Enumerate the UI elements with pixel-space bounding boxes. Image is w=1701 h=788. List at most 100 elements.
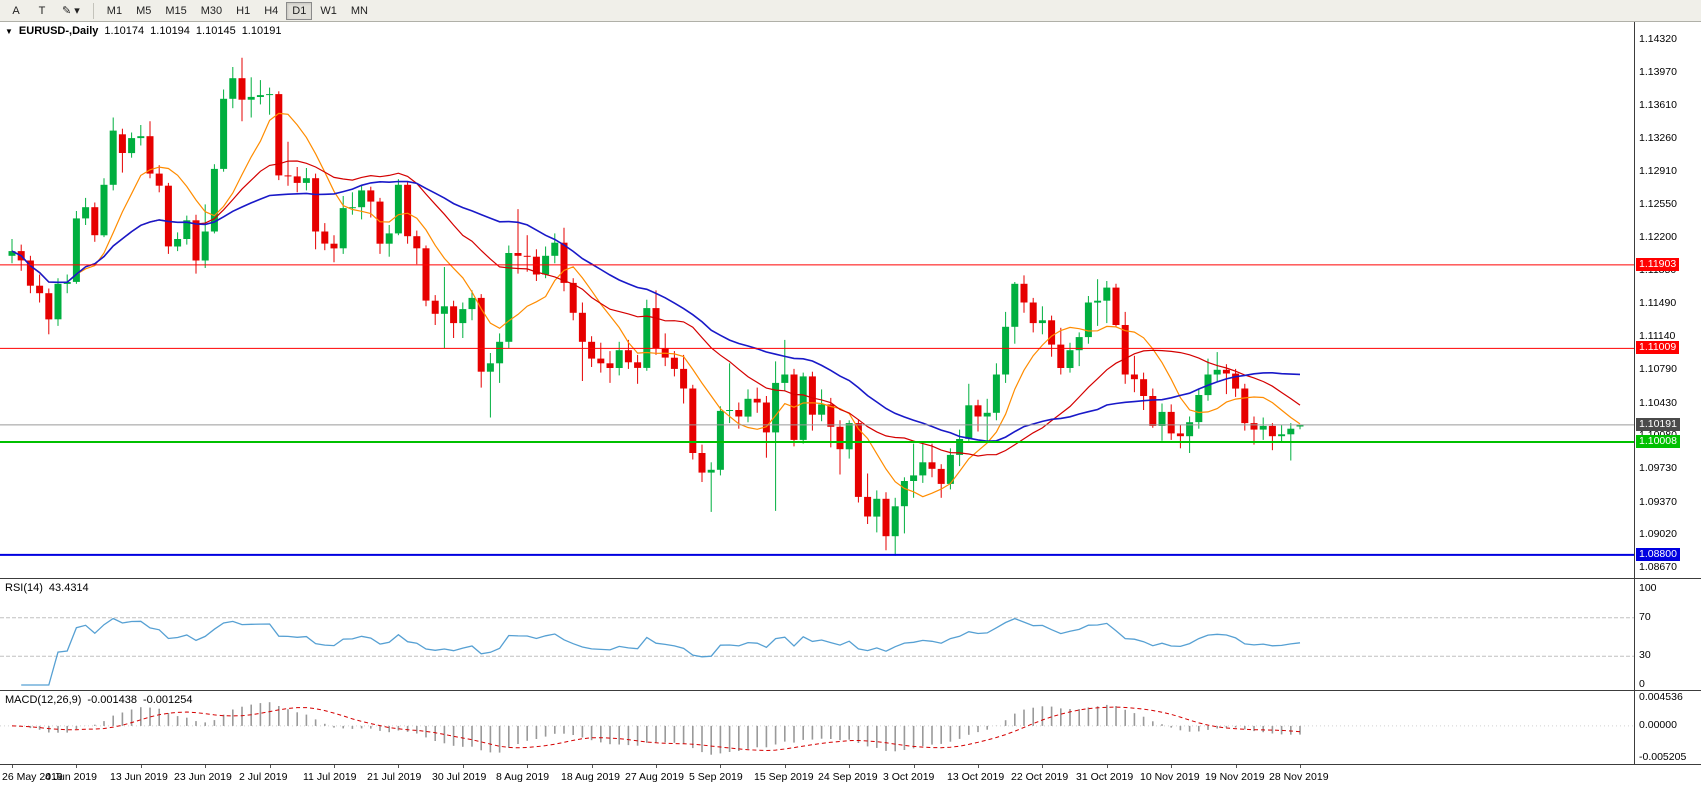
time-tick bbox=[978, 765, 979, 768]
timeframe-button-m15[interactable]: M15 bbox=[165, 4, 187, 17]
date-label: 22 Oct 2019 bbox=[1011, 771, 1069, 783]
hline-price-tag[interactable]: 1.11009 bbox=[1636, 341, 1680, 354]
date-label: 13 Oct 2019 bbox=[947, 771, 1005, 783]
timeframe-button-m1[interactable]: M1 bbox=[106, 4, 123, 17]
a-tool-button[interactable]: A bbox=[12, 4, 20, 17]
macd-main-value: -0.001438 bbox=[87, 694, 137, 706]
quote-low: 1.10145 bbox=[195, 25, 236, 37]
price-chart-panel[interactable]: ▼ EURUSD-,Daily 1.10174 1.10194 1.10145 … bbox=[0, 22, 1701, 578]
date-label: 23 Jun 2019 bbox=[174, 771, 232, 783]
scale-divider bbox=[1634, 22, 1635, 764]
price-tick: 1.12200 bbox=[1639, 231, 1677, 243]
price-tick: 1.10790 bbox=[1639, 363, 1677, 375]
macd-scale: 0.004536 0.00000 -0.005205 bbox=[1635, 690, 1701, 764]
date-label: 15 Sep 2019 bbox=[754, 771, 814, 783]
quote-open: 1.10174 bbox=[104, 25, 145, 37]
macd-indicator-panel[interactable]: MACD(12,26,9) -0.001438 -0.001254 bbox=[0, 690, 1701, 764]
time-tick bbox=[720, 765, 721, 768]
date-label: 13 Jun 2019 bbox=[110, 771, 168, 783]
macd-signal-line bbox=[11, 706, 1301, 752]
rsi-tick: 100 bbox=[1639, 582, 1657, 594]
price-scale[interactable]: 1.14320 1.13970 1.13610 1.13260 1.12910 1.125… bbox=[1635, 22, 1701, 578]
rsi-tick: 0 bbox=[1639, 678, 1645, 690]
price-tick: 1.14320 bbox=[1639, 33, 1677, 45]
date-label: 8 Aug 2019 bbox=[496, 771, 550, 783]
time-tick bbox=[1042, 765, 1043, 768]
date-label: 18 Aug 2019 bbox=[561, 771, 620, 783]
time-tick bbox=[527, 765, 528, 768]
price-tick: 1.08670 bbox=[1639, 561, 1677, 573]
text-tool-button[interactable]: T bbox=[38, 4, 46, 17]
price-tick: 1.13610 bbox=[1639, 99, 1677, 111]
macd-plot bbox=[0, 702, 1634, 755]
time-tick bbox=[1300, 765, 1301, 768]
timeframe-button-w1[interactable]: W1 bbox=[320, 4, 337, 17]
toolbar: A T ✎ ▾ M1 M5 M15 M30 H1 H4 D1 W1 MN bbox=[0, 0, 1701, 22]
time-tick bbox=[592, 765, 593, 768]
date-label: 24 Sep 2019 bbox=[818, 771, 878, 783]
time-tick bbox=[76, 765, 77, 768]
current-price-tag: 1.10191 bbox=[1636, 418, 1680, 431]
ma-line-34 bbox=[11, 180, 1301, 443]
price-tick: 1.09020 bbox=[1639, 528, 1677, 540]
timeframe-button-h4[interactable]: H4 bbox=[264, 4, 279, 17]
candles bbox=[8, 57, 1304, 556]
price-tick: 1.13260 bbox=[1639, 132, 1677, 144]
price-plot[interactable] bbox=[0, 22, 1634, 578]
price-tick: 1.09730 bbox=[1639, 462, 1677, 474]
timeframe-button-h1[interactable]: H1 bbox=[236, 4, 251, 17]
hline-price-tag[interactable]: 1.10008 bbox=[1636, 435, 1680, 448]
time-tick bbox=[398, 765, 399, 768]
price-tick: 1.09370 bbox=[1639, 496, 1677, 508]
price-tick: 1.11490 bbox=[1639, 297, 1677, 309]
time-tick bbox=[1107, 765, 1108, 768]
time-scale[interactable]: 26 May 2019 4 Jun 2019 13 Jun 2019 23 Jun 2… bbox=[0, 764, 1701, 788]
rsi-plot bbox=[0, 617, 1634, 686]
hline-price-tag[interactable]: 1.08800 bbox=[1636, 548, 1680, 561]
chart-symbol-dropdown-icon[interactable]: ▼ bbox=[5, 26, 13, 36]
timeframe-button-d1[interactable]: D1 bbox=[286, 1, 313, 20]
time-tick bbox=[463, 765, 464, 768]
macd-tick: 0.00000 bbox=[1639, 719, 1677, 731]
time-tick bbox=[1236, 765, 1237, 768]
toolbar-separator bbox=[92, 2, 94, 19]
rsi-tick: 70 bbox=[1639, 611, 1651, 623]
time-tick bbox=[849, 765, 850, 768]
time-tick bbox=[141, 765, 142, 768]
rsi-line bbox=[21, 617, 1301, 686]
time-tick bbox=[270, 765, 271, 768]
date-label: 2 Jul 2019 bbox=[239, 771, 288, 783]
rsi-indicator-panel[interactable]: RSI(14) 43.4314 bbox=[0, 578, 1701, 690]
date-label: 21 Jul 2019 bbox=[367, 771, 422, 783]
timeframe-button-mn[interactable]: MN bbox=[350, 4, 368, 17]
time-tick bbox=[914, 765, 915, 768]
date-label: 30 Jul 2019 bbox=[432, 771, 487, 783]
macd-tick: 0.004536 bbox=[1639, 691, 1683, 703]
macd-signal-value: -0.001254 bbox=[142, 694, 193, 706]
ma-line-8 bbox=[11, 112, 1301, 498]
time-tick bbox=[656, 765, 657, 768]
chart-title-bar: ▼ EURUSD-,Daily 1.10174 1.10194 1.10145 … bbox=[5, 25, 281, 37]
rsi-value: 43.4314 bbox=[48, 582, 89, 594]
macd-histogram bbox=[20, 702, 1301, 755]
date-label: 10 Nov 2019 bbox=[1140, 771, 1200, 783]
price-tick: 1.11140 bbox=[1639, 330, 1676, 342]
date-label: 11 Jul 2019 bbox=[303, 771, 357, 783]
date-label: 26 May 2019 bbox=[2, 771, 63, 783]
time-tick bbox=[785, 765, 786, 768]
draw-tool-button[interactable]: ✎ ▾ bbox=[62, 5, 80, 17]
date-label: 31 Oct 2019 bbox=[1076, 771, 1134, 783]
date-label: 28 Nov 2019 bbox=[1269, 771, 1329, 783]
price-tick: 1.13970 bbox=[1639, 66, 1677, 78]
macd-label: MACD(12,26,9) bbox=[5, 694, 82, 706]
timeframe-button-m30[interactable]: M30 bbox=[200, 4, 223, 17]
date-label: 4 Jun 2019 bbox=[45, 771, 97, 783]
time-tick bbox=[12, 765, 13, 768]
ma-line-21 bbox=[11, 160, 1301, 457]
price-tick: 1.10430 bbox=[1639, 397, 1677, 409]
hline-price-tag[interactable]: 1.11903 bbox=[1636, 258, 1680, 271]
time-tick bbox=[205, 765, 206, 768]
time-tick bbox=[1171, 765, 1172, 768]
date-label: 27 Aug 2019 bbox=[625, 771, 684, 783]
timeframe-button-m5[interactable]: M5 bbox=[136, 4, 152, 17]
